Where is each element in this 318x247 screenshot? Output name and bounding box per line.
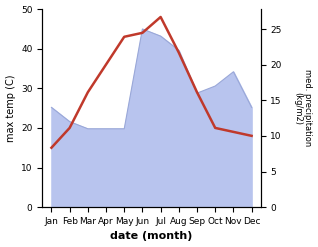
Y-axis label: med. precipitation
(kg/m2): med. precipitation (kg/m2) xyxy=(293,69,313,147)
Y-axis label: max temp (C): max temp (C) xyxy=(5,74,16,142)
X-axis label: date (month): date (month) xyxy=(110,231,193,242)
